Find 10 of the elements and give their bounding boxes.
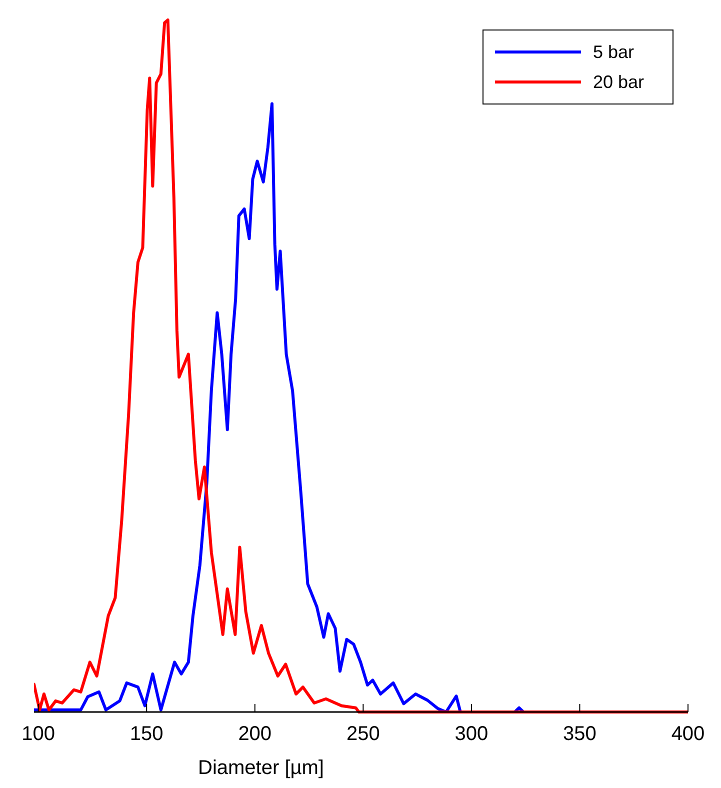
x-tick-label: 150 — [130, 723, 164, 745]
x-tick-label: 350 — [563, 723, 596, 745]
x-tick-label: 200 — [238, 723, 272, 745]
legend-label: 20 bar — [593, 72, 644, 92]
x-tick-label: 400 — [671, 723, 705, 745]
legend-label: 5 bar — [593, 42, 634, 62]
x-tick-label: 250 — [346, 723, 380, 745]
x-axis-title: Diameter [µm] — [198, 757, 324, 779]
x-tick-label: 300 — [454, 723, 488, 745]
x-tick-label: 100 — [22, 723, 56, 745]
